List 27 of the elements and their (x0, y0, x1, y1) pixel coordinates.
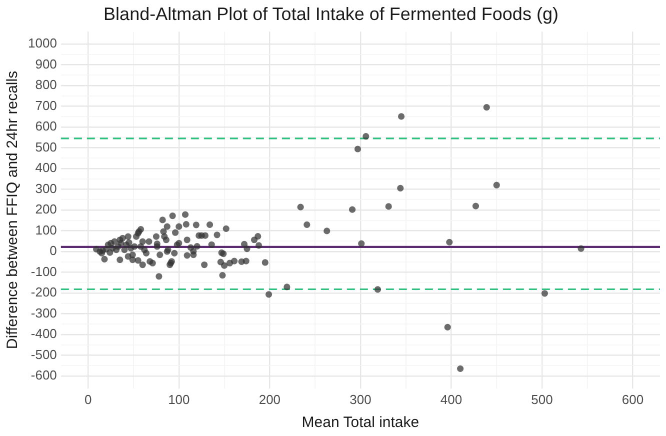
y-tick-label: 700 (35, 98, 57, 113)
y-tick-label: 300 (35, 180, 57, 196)
y-tick-label: 100 (35, 222, 57, 238)
y-tick-label: 0 (50, 243, 57, 258)
y-axis-title: Difference between FFIQ and 24hr recalls (4, 70, 22, 350)
chart-title: Bland-Altman Plot of Total Intake of Fermented Foods (g) (104, 4, 558, 24)
y-tick-label: -500 (30, 346, 57, 362)
x-tick-label: 600 (622, 392, 644, 407)
x-tick-label: 100 (168, 392, 190, 407)
y-tick-label: -400 (30, 326, 57, 342)
y-tick-label: 800 (35, 77, 57, 92)
y-tick-label: 1000 (28, 36, 57, 51)
y-tick-label: 900 (35, 56, 57, 72)
y-tick-label: 200 (35, 202, 57, 217)
y-tick-label: -100 (30, 264, 57, 279)
y-tick-label: 600 (35, 118, 57, 134)
y-tick-label: 400 (35, 160, 57, 176)
y-tick-label: -300 (30, 305, 57, 320)
y-tick-label: -200 (30, 284, 57, 300)
x-tick-label: 500 (531, 392, 553, 407)
x-axis-title: Mean Total intake (302, 414, 420, 432)
x-tick-label: 300 (350, 392, 372, 407)
y-tick-label: -600 (30, 368, 57, 383)
x-tick-label: 0 (84, 392, 92, 407)
x-tick-label: 200 (258, 392, 281, 407)
x-tick-label: 400 (440, 392, 462, 407)
y-tick-label: 500 (35, 139, 57, 154)
